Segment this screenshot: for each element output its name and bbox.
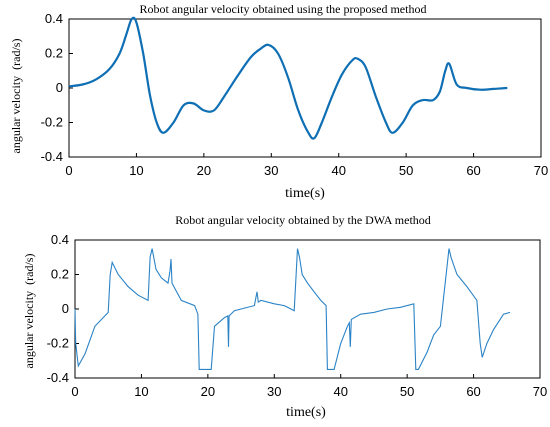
chart-bottom-xlabel: time(s) — [286, 405, 326, 420]
y-tick-label: -0.4 — [47, 370, 69, 385]
x-tick-label: 20 — [201, 384, 215, 399]
x-tick-label: 40 — [333, 384, 347, 399]
chart-top-ylabel: angular velocity (rad/s) — [9, 39, 23, 154]
y-tick-label: -0.4 — [41, 149, 63, 164]
y-tick-label: 0.2 — [51, 267, 69, 282]
x-tick-label: 0 — [65, 163, 72, 178]
chart-bottom: Robot angular velocity obtained by the D… — [22, 213, 547, 420]
y-tick-label: 0.2 — [45, 46, 63, 61]
x-tick-label: 60 — [466, 163, 480, 178]
x-tick-label: 50 — [399, 163, 413, 178]
series-line — [68, 16, 508, 140]
x-tick-label: 60 — [466, 384, 480, 399]
x-tick-label: 50 — [400, 384, 414, 399]
chart-bottom-series — [74, 248, 511, 370]
series-line — [74, 248, 511, 370]
y-tick-label: 0 — [56, 80, 63, 95]
x-tick-label: 30 — [264, 163, 278, 178]
chart-top-ticks: 0 10 20 30 40 50 60 70 0.4 0.2 0 -0.2 -0.4 — [41, 11, 549, 178]
chart-bottom-ticks: 0 10 20 30 40 50 60 70 0.4 0.2 0 -0.2 -0.4 — [47, 232, 548, 399]
chart-top: Robot angular velocity obtained using th… — [9, 2, 548, 201]
x-tick-label: 10 — [129, 163, 143, 178]
chart-top-xlabel: time(s) — [285, 186, 325, 201]
y-tick-label: 0.4 — [45, 11, 63, 26]
chart-bottom-ylabel: angular velocity (rad/s) — [22, 254, 36, 369]
y-tick-label: 0.4 — [51, 232, 69, 247]
y-tick-label: -0.2 — [41, 115, 63, 130]
x-tick-label: 40 — [331, 163, 345, 178]
x-tick-label: 70 — [533, 384, 547, 399]
chart-top-series — [68, 16, 508, 140]
x-tick-label: 30 — [267, 384, 281, 399]
y-tick-label: -0.2 — [47, 336, 69, 351]
x-tick-label: 10 — [134, 384, 148, 399]
y-tick-label: 0 — [62, 301, 69, 316]
x-tick-label: 70 — [534, 163, 548, 178]
chart-bottom-plot-area — [74, 239, 541, 379]
chart-bottom-title: Robot angular velocity obtained by the D… — [175, 213, 431, 227]
chart-top-title: Robot angular velocity obtained using th… — [140, 2, 427, 16]
x-tick-label: 0 — [71, 384, 78, 399]
x-tick-label: 20 — [197, 163, 211, 178]
